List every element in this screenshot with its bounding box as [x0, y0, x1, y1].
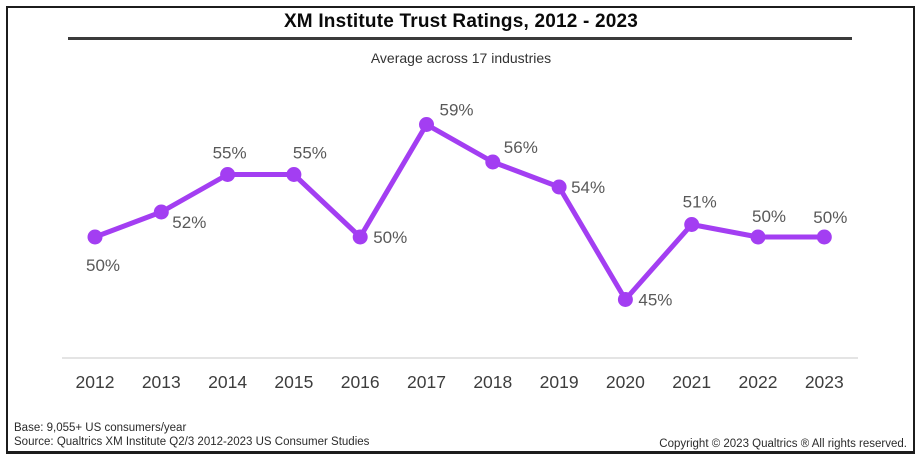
- x-axis-tick-label-2012: 2012: [76, 372, 115, 392]
- x-axis-tick-label-2020: 2020: [606, 372, 645, 392]
- x-axis-tick-label-2019: 2019: [540, 372, 579, 392]
- x-axis-tick-label-2023: 2023: [805, 372, 844, 392]
- data-point-marker-2013: [153, 204, 169, 220]
- x-axis-tick-label-2016: 2016: [341, 372, 380, 392]
- data-point-label-2023: 50%: [813, 208, 847, 227]
- data-point-marker-2023: [816, 229, 832, 245]
- data-point-marker-2012: [87, 229, 103, 245]
- data-point-marker-2018: [485, 154, 501, 170]
- data-point-marker-2020: [617, 292, 633, 307]
- x-axis-tick-label-2021: 2021: [672, 372, 711, 392]
- title-divider: [68, 37, 852, 40]
- data-point-marker-2015: [286, 167, 302, 182]
- data-point-marker-2014: [220, 167, 236, 182]
- chart-subtitle: Average across 17 industries: [370, 50, 552, 66]
- x-axis-tick-label-2013: 2013: [142, 372, 181, 392]
- data-point-label-2013: 52%: [172, 213, 206, 232]
- trend-line: [92, 122, 827, 302]
- footer-notes: Base: 9,055+ US consumers/year Source: Q…: [14, 422, 369, 450]
- data-point-marker-2022: [750, 229, 766, 245]
- data-point-marker-2019: [551, 179, 567, 195]
- copyright-note: Copyright © 2023 Qualtrics ® All rights …: [659, 438, 907, 450]
- x-axis-tick-label-2014: 2014: [208, 372, 247, 392]
- data-point-label-2017: 59%: [440, 101, 474, 120]
- data-point-label-2012: 50%: [86, 256, 120, 275]
- source-note: Source: Qualtrics XM Institute Q2/3 2012…: [14, 436, 370, 449]
- base-note: Base: 9,055+ US consumers/year: [14, 422, 187, 435]
- chart-title: XM Institute Trust Ratings, 2012 - 2023: [283, 11, 639, 32]
- x-axis-tick-label-2018: 2018: [473, 372, 512, 392]
- x-axis-tick-label-2015: 2015: [274, 372, 313, 392]
- data-point-label-2020: 45%: [638, 291, 672, 310]
- data-point-label-2015: 55%: [293, 144, 327, 163]
- data-point-marker-2016: [352, 229, 368, 245]
- data-point-label-2022: 50%: [752, 207, 786, 226]
- x-axis-tick-label-2017: 2017: [407, 372, 446, 392]
- data-point-label-2018: 56%: [504, 138, 538, 157]
- data-point-marker-2021: [684, 217, 700, 232]
- data-point-label-2016: 50%: [373, 228, 407, 247]
- data-point-label-2019: 54%: [571, 178, 605, 197]
- data-point-label-2014: 55%: [213, 144, 247, 163]
- x-axis-tick-label-2022: 2022: [739, 372, 778, 392]
- data-point-marker-2017: [419, 117, 434, 132]
- chart-border-frame: [6, 6, 915, 454]
- data-point-label-2021: 51%: [683, 193, 717, 212]
